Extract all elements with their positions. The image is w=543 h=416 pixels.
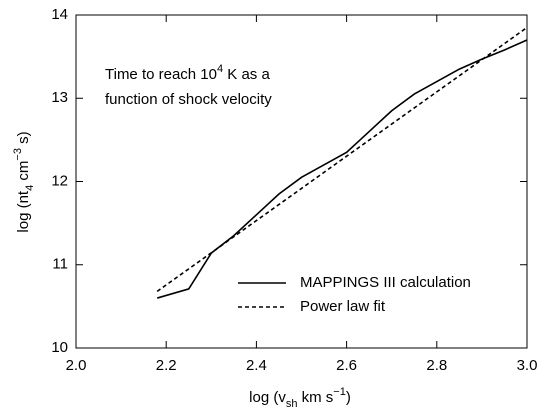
y-axis-label: log (nt4 cm−3 s) (12, 131, 36, 232)
x-tick-label: 2.0 (66, 357, 87, 374)
label-sub: sh (286, 398, 298, 410)
data-line (156, 26, 528, 293)
label-part: cm (15, 161, 32, 185)
label-part: s) (15, 131, 32, 148)
annotation: Time to reach 104 K as a (105, 63, 270, 83)
y-tick-label: 14 (51, 6, 68, 23)
label-sup: −3 (12, 148, 24, 161)
x-axis-label: log (vsh km s−1) (249, 386, 351, 410)
annotation-sup: 4 (217, 63, 223, 75)
x-tick-label: 2.8 (426, 357, 447, 374)
x-tick-label: 2.2 (156, 357, 177, 374)
x-tick-label: 2.6 (336, 357, 357, 374)
label-part: km s (297, 389, 333, 406)
label-part: log (v (249, 389, 286, 406)
annotation: function of shock velocity (105, 91, 272, 108)
label-part: ) (346, 389, 351, 406)
y-tick-label: 10 (51, 339, 68, 356)
label-part: log (nt (15, 190, 32, 233)
x-tick-label: 3.0 (517, 357, 538, 374)
legend-label: MAPPINGS III calculation (300, 274, 471, 291)
y-tick-label: 12 (51, 172, 68, 189)
label-sup: −1 (333, 386, 346, 398)
label-sub: 4 (24, 185, 36, 191)
legend-label: Power law fit (300, 298, 386, 315)
annotation-text: Time to reach 10 (105, 66, 217, 83)
y-tick-label: 11 (52, 256, 68, 273)
y-tick-label: 13 (51, 89, 68, 106)
annotation-text: K as a (223, 66, 270, 83)
x-tick-label: 2.4 (246, 357, 267, 374)
